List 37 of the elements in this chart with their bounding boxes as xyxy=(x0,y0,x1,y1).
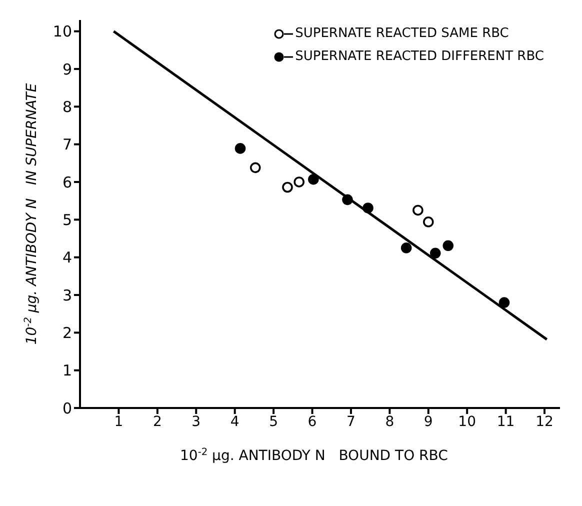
point xyxy=(430,248,441,259)
x-tick-label: 4 xyxy=(230,414,240,430)
x-tick-label: 8 xyxy=(385,414,394,430)
point xyxy=(308,174,319,185)
x-tick-label: 1 xyxy=(114,414,124,430)
y-tick-label: 8 xyxy=(62,98,72,116)
point xyxy=(442,240,454,252)
x-tick-label: 10 xyxy=(458,414,476,430)
x-tick-label: 7 xyxy=(346,414,356,430)
y-tick-label: 5 xyxy=(62,210,72,229)
x-tick-label: 12 xyxy=(536,414,554,430)
y-tick-label: 7 xyxy=(62,136,72,154)
x-axis-title: 10$^{-2}$ μg. ANTIBODY N BOUND TO RBC xyxy=(180,446,448,464)
y-tick-label: 2 xyxy=(62,324,72,342)
y-tick-label: 4 xyxy=(62,248,72,267)
y-tick-label: 6 xyxy=(62,173,72,192)
legend-label: SUPERNATE REACTED SAME RBC xyxy=(295,26,509,41)
point xyxy=(400,242,412,254)
point xyxy=(498,297,510,308)
y-tick-label: 1 xyxy=(62,362,72,380)
x-tick-label: 2 xyxy=(152,414,162,430)
x-tick-label: 9 xyxy=(424,414,433,430)
legend-label: SUPERNATE REACTED DIFFERENT RBC xyxy=(295,49,544,64)
point xyxy=(422,216,434,228)
x-tick-label: 6 xyxy=(308,414,317,430)
point xyxy=(250,162,261,174)
x-tick-label: 3 xyxy=(192,414,201,430)
y-tick-label: 3 xyxy=(62,286,72,304)
y-tick-label: 9 xyxy=(62,60,72,78)
x-tick-label: 11 xyxy=(496,414,515,430)
x-tick-label: 5 xyxy=(269,414,278,430)
point xyxy=(412,204,424,216)
point xyxy=(282,182,293,193)
point xyxy=(234,143,246,154)
y-tick-label: 10 xyxy=(52,22,72,41)
point xyxy=(294,176,304,188)
y-tick-label: 0 xyxy=(62,399,72,418)
